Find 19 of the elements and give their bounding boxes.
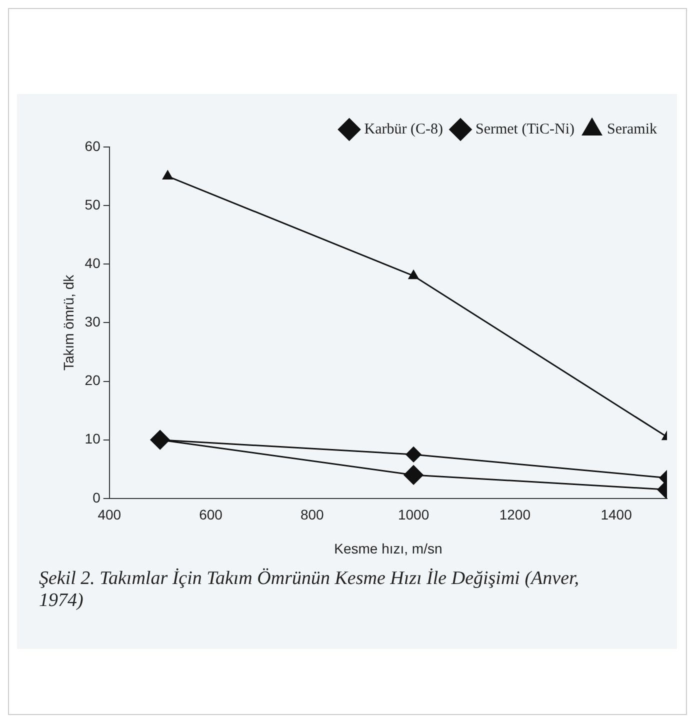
x-axis-title: Kesme hızı, m/sn (334, 540, 442, 556)
y-tick-label: 50 (84, 196, 101, 212)
x-tick-label: 1400 (600, 506, 632, 523)
y-tick-label: 30 (84, 314, 101, 330)
y-tick-label: 10 (84, 430, 101, 447)
y-axis-title: Takım ömrü, dk (60, 274, 76, 371)
x-tick-label: 1200 (499, 506, 531, 523)
text: Şekil 2. Takımlar İçin Takım Ömrünün Kesme Hızı İle Değişimi (Anver, 1974) (39, 568, 580, 612)
y-tick-label: 40 (84, 254, 101, 271)
legend-label: Sermet (TiC-Ni) (475, 121, 575, 138)
y-tick-label: 60 (84, 138, 101, 154)
y-tick-label: 0 (92, 489, 101, 506)
legend-label: Seramik (607, 121, 658, 138)
x-tick-label: 600 (199, 506, 223, 523)
y-tick-label: 20 (84, 372, 101, 388)
legend-label: Karbür (C-8) (364, 121, 443, 138)
x-tick-label: 1000 (398, 506, 430, 523)
x-tick-label: 800 (300, 506, 324, 523)
x-tick-label: 400 (98, 506, 122, 523)
